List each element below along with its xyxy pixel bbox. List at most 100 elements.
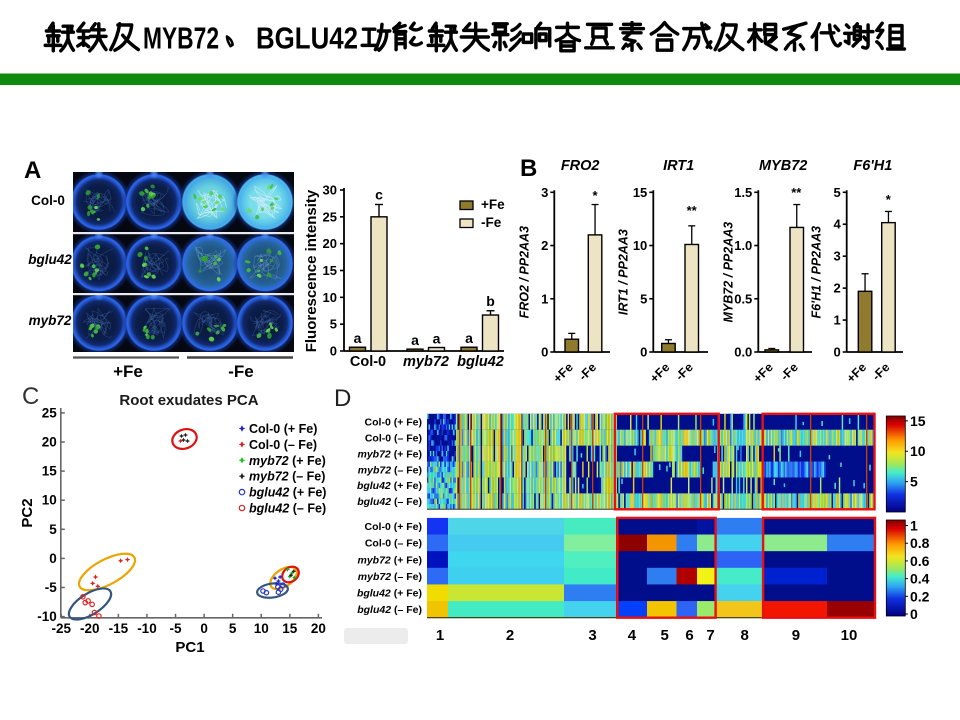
svg-text:-Fe: -Fe	[673, 360, 696, 383]
svg-text:5: 5	[229, 621, 237, 636]
svg-text:bglu42 (– Fe): bglu42 (– Fe)	[357, 496, 422, 508]
svg-text:F6'H1: F6'H1	[853, 158, 892, 174]
svg-text:0: 0	[330, 344, 337, 359]
svg-text:Col-0 (– Fe): Col-0 (– Fe)	[365, 538, 422, 550]
svg-text:2: 2	[833, 281, 840, 296]
svg-text:-Fe: -Fe	[481, 215, 502, 230]
svg-text:20: 20	[323, 236, 337, 251]
svg-text:Col-0 (– Fe): Col-0 (– Fe)	[365, 432, 422, 444]
svg-text:myb72: myb72	[29, 313, 72, 328]
svg-text:20: 20	[42, 435, 57, 450]
svg-text:MYB72: MYB72	[143, 21, 219, 56]
svg-text:myb72 (– Fe): myb72 (– Fe)	[358, 571, 422, 583]
svg-text:+Fe: +Fe	[750, 360, 775, 385]
svg-text:b: b	[486, 293, 495, 309]
svg-text:15: 15	[910, 413, 926, 429]
svg-text:15: 15	[42, 464, 58, 479]
svg-text:3: 3	[588, 627, 596, 644]
svg-text:c: c	[375, 186, 383, 202]
svg-text:a: a	[411, 332, 419, 348]
svg-text:20: 20	[311, 621, 326, 636]
svg-text:myb72 (– Fe): myb72 (– Fe)	[358, 464, 422, 476]
svg-text:25: 25	[42, 405, 58, 420]
svg-text:bglu42 (+ Fe): bglu42 (+ Fe)	[357, 588, 422, 600]
svg-text:0.5: 0.5	[734, 291, 752, 306]
svg-text:2: 2	[541, 238, 548, 253]
svg-text:0.4: 0.4	[910, 571, 930, 587]
svg-text:15: 15	[633, 185, 647, 200]
svg-text:B: B	[520, 155, 537, 182]
svg-text:+Fe: +Fe	[550, 360, 575, 385]
svg-text:10: 10	[254, 621, 269, 636]
svg-text:5: 5	[330, 317, 337, 332]
svg-text:D: D	[334, 385, 351, 412]
svg-text:4: 4	[628, 627, 637, 644]
svg-text:**: **	[791, 185, 802, 200]
svg-text:-10: -10	[37, 609, 57, 624]
svg-text:5: 5	[910, 474, 918, 490]
svg-text:IRT1: IRT1	[663, 158, 694, 174]
svg-text:0: 0	[49, 551, 57, 566]
svg-text:1: 1	[833, 313, 840, 328]
svg-text:-Fe: -Fe	[576, 360, 599, 383]
svg-text:MYB72 / PP2AA3: MYB72 / PP2AA3	[721, 222, 735, 323]
svg-text:BGLU42: BGLU42	[256, 21, 358, 56]
svg-text:Col-0 (+ Fe): Col-0 (+ Fe)	[249, 422, 317, 436]
svg-text:a: a	[354, 330, 362, 346]
svg-text:5: 5	[640, 291, 647, 306]
svg-text:1.5: 1.5	[734, 185, 752, 200]
svg-text:30: 30	[323, 183, 337, 198]
svg-text:10: 10	[633, 238, 647, 253]
svg-text:0: 0	[541, 345, 548, 360]
svg-text:F6'H1 / PP2AA3: F6'H1 / PP2AA3	[810, 226, 824, 319]
svg-text:2: 2	[506, 627, 514, 644]
svg-text:15: 15	[323, 263, 337, 278]
svg-text:-25: -25	[51, 621, 71, 636]
svg-text:-Fe: -Fe	[228, 362, 254, 381]
svg-text:3: 3	[541, 185, 548, 200]
svg-text:Col-0 (– Fe): Col-0 (– Fe)	[249, 438, 317, 452]
svg-text:10: 10	[323, 290, 337, 305]
svg-text:FRO2 / PP2AA3: FRO2 / PP2AA3	[517, 226, 531, 318]
svg-text:-5: -5	[170, 621, 182, 636]
svg-text:5: 5	[833, 185, 840, 200]
svg-text:3: 3	[833, 249, 840, 264]
svg-text:0: 0	[640, 345, 647, 360]
svg-text:0: 0	[200, 621, 208, 636]
svg-text:a: a	[465, 330, 473, 346]
svg-text:myb72 (+ Fe): myb72 (+ Fe)	[358, 448, 423, 460]
svg-text:FRO2: FRO2	[561, 158, 600, 174]
svg-text:myb72 (+ Fe): myb72 (+ Fe)	[249, 454, 326, 468]
svg-text:bglu42: bglu42	[457, 354, 504, 370]
svg-text:0: 0	[910, 606, 918, 622]
svg-text:**: **	[687, 203, 698, 218]
svg-text:Col-0 (+ Fe): Col-0 (+ Fe)	[365, 417, 422, 429]
svg-text:-Fe: -Fe	[778, 360, 801, 383]
svg-text:a: a	[433, 331, 441, 347]
svg-text:bglu42: bglu42	[28, 252, 72, 267]
svg-text:5: 5	[661, 627, 669, 644]
svg-text:1.0: 1.0	[734, 238, 752, 253]
svg-text:Col-0: Col-0	[350, 354, 386, 370]
svg-text:0.2: 0.2	[910, 588, 930, 604]
svg-text:Root exudates PCA: Root exudates PCA	[119, 392, 258, 409]
svg-text:8: 8	[741, 627, 749, 644]
svg-text:IRT1 / PP2AA3: IRT1 / PP2AA3	[616, 229, 630, 315]
svg-text:-15: -15	[109, 621, 129, 636]
svg-text:Col-0 (+ Fe): Col-0 (+ Fe)	[365, 521, 422, 533]
svg-text:-20: -20	[80, 621, 100, 636]
svg-text:PC1: PC1	[175, 639, 204, 656]
svg-text:PC2: PC2	[19, 498, 36, 527]
svg-text:C: C	[22, 383, 39, 410]
svg-text:15: 15	[282, 621, 298, 636]
svg-text:+Fe: +Fe	[647, 360, 672, 385]
svg-text:5: 5	[49, 522, 57, 537]
svg-text:+Fe: +Fe	[481, 197, 505, 212]
svg-text:bglu42 (+ Fe): bglu42 (+ Fe)	[357, 480, 422, 492]
svg-text:25: 25	[323, 209, 337, 224]
svg-text:bglu42 (– Fe): bglu42 (– Fe)	[249, 502, 326, 516]
svg-text:1: 1	[436, 627, 444, 644]
svg-text:1: 1	[541, 291, 548, 306]
svg-text:1: 1	[910, 518, 918, 534]
svg-text:MYB72: MYB72	[759, 158, 807, 174]
